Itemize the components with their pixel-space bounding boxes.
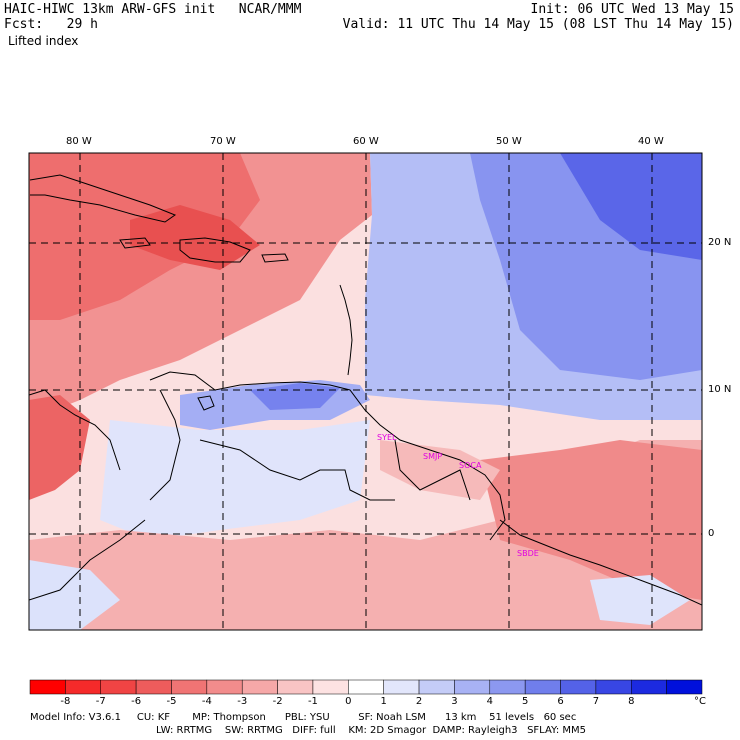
antilles-arc xyxy=(339,284,353,376)
field-positive-interior xyxy=(100,420,370,540)
station-sbde: SBDE xyxy=(517,549,539,558)
puerto-rico-coast xyxy=(261,253,289,263)
colorbar-tick-label: -4 xyxy=(201,696,212,707)
colorbar-swatch xyxy=(277,679,314,695)
lat-label-20n: 20 N xyxy=(708,237,732,248)
colorbar-tick-label: 0 xyxy=(345,696,352,707)
colorbar-tick-label: 2 xyxy=(415,696,423,707)
colorbar-swatch xyxy=(560,679,597,695)
colorbar-swatch xyxy=(418,679,455,695)
field-negative-south-strong xyxy=(480,440,702,600)
coastlines xyxy=(29,174,702,606)
colorbar-tick-label: 1 xyxy=(380,696,387,707)
forecast-hour: Fcst: 29 h xyxy=(4,17,98,32)
colorbar-tick-label: 7 xyxy=(592,696,600,707)
field-negative-south xyxy=(29,440,702,630)
colorbar-swatch xyxy=(524,679,561,695)
colorbar-swatch xyxy=(171,679,208,695)
colorbar-tick-label: 6 xyxy=(557,696,564,707)
colorbar-swatch xyxy=(666,679,703,695)
model-info-line2: LW: RRTMG SW: RRTMG DIFF: full KM: 2D Sm… xyxy=(156,725,586,736)
lat-label-10n: 10 N xyxy=(708,384,732,395)
colorbar-swatch xyxy=(454,679,491,695)
lon-label-70w: 70 W xyxy=(210,136,236,147)
station-smjp: SMJP xyxy=(423,452,442,461)
colorbar-swatch xyxy=(135,679,172,695)
colorbar-tick-label: -7 xyxy=(95,696,106,707)
field-positive-far-east xyxy=(560,153,702,260)
venezuela-border xyxy=(199,439,395,501)
variable-name: Lifted index xyxy=(8,34,79,48)
init-time: Init: 06 UTC Wed 13 May 15 xyxy=(530,2,735,17)
colorbar-unit: °C xyxy=(694,696,706,707)
graticule xyxy=(29,153,702,630)
model-info-line1: Model Info: V3.6.1 CU: KF MP: Thompson P… xyxy=(30,712,577,723)
colorbar-swatch xyxy=(312,679,349,695)
colorbar-tick-label: 3 xyxy=(451,696,458,707)
lon-label-80w: 80 W xyxy=(66,136,92,147)
field-positive-sw xyxy=(29,560,120,630)
station-soca: SOCA xyxy=(459,461,482,470)
jamaica-coast xyxy=(119,237,151,249)
colorbar-tick-label: 5 xyxy=(521,696,529,707)
colorbar-swatch xyxy=(206,679,243,695)
field-negative-westcoast xyxy=(29,395,90,500)
colorbar-tick-label: -3 xyxy=(237,696,248,707)
colorbar-swatch xyxy=(65,679,101,695)
colorbar-tick-label: 8 xyxy=(628,696,635,707)
andes-border xyxy=(29,519,146,601)
colorbar-swatch xyxy=(489,679,526,695)
colorbar-tick-label: 4 xyxy=(486,696,493,707)
field-negative-guiana xyxy=(380,440,500,500)
hispaniola-coast xyxy=(179,237,251,263)
guiana-border xyxy=(394,439,471,501)
colorbar-swatch xyxy=(595,679,632,695)
colorbar-tick-label: -8 xyxy=(60,696,71,707)
lon-label-60w: 60 W xyxy=(353,136,379,147)
colombia-border xyxy=(149,389,181,501)
colorbar-tick-label: -5 xyxy=(166,696,177,707)
lon-label-50w: 50 W xyxy=(496,136,522,147)
colorbar xyxy=(29,679,703,695)
cuba-coast xyxy=(29,174,177,223)
lat-label-0: 0 xyxy=(708,528,715,539)
brazil-coast xyxy=(499,519,702,606)
map-border xyxy=(28,152,703,631)
valid-time: Valid: 11 UTC Thu 14 May 15 (08 LST Thu … xyxy=(342,17,734,32)
colorbar-tick-label: -6 xyxy=(131,696,142,707)
colorbar-tick-label: -1 xyxy=(307,696,318,707)
model-title: HAIC-HIWC 13km ARW-GFS init NCAR/MMM xyxy=(4,2,302,17)
colorbar-tick-label: -2 xyxy=(272,696,283,707)
colorbar-swatch xyxy=(100,679,137,695)
colorbar-swatch xyxy=(383,679,420,695)
colorbar-swatch xyxy=(348,679,384,695)
lon-label-40w: 40 W xyxy=(638,136,664,147)
colorbar-swatch xyxy=(631,679,667,695)
field-positive-south-blob xyxy=(590,575,690,625)
colorbar-swatch xyxy=(29,679,66,695)
lake-maracaibo xyxy=(197,395,215,411)
station-syel: SYEL xyxy=(377,433,397,442)
colorbar-swatch xyxy=(241,679,278,695)
south-america-north-coast xyxy=(149,371,506,541)
